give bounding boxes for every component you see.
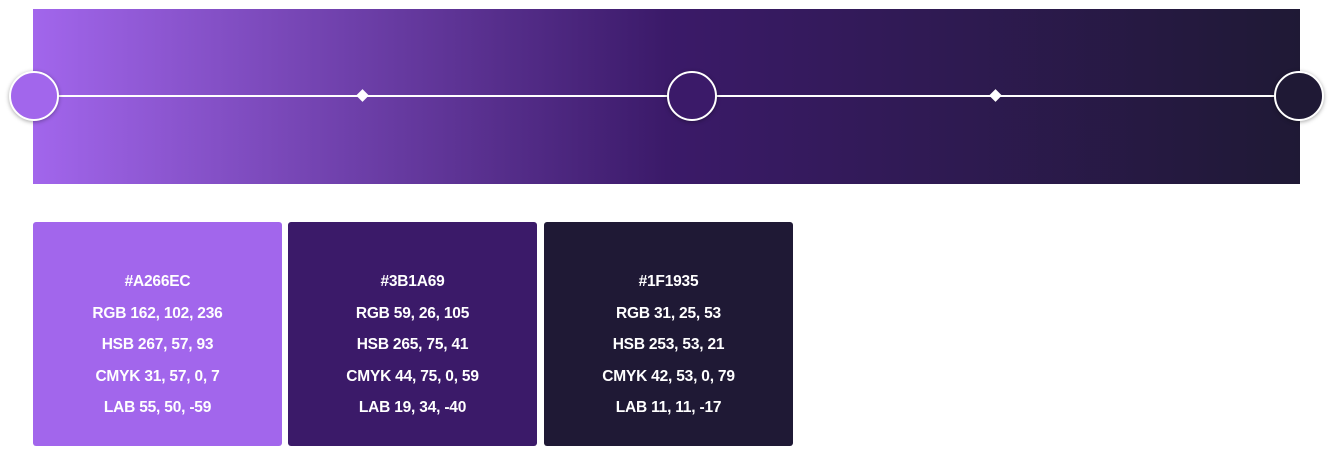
swatch-lab-value: LAB 11, 11, -17 — [615, 399, 722, 416]
swatch-lab-value: LAB 19, 34, -40 — [358, 399, 467, 416]
swatch-cmyk-value: CMYK 44, 75, 0, 59 — [346, 367, 479, 385]
color-stop-handle-3[interactable] — [1274, 71, 1324, 121]
color-swatch-2[interactable]: #3B1A69 RGB 59, 26, 105 HSB 265, 75, 41 … — [288, 222, 537, 446]
swatch-hex-value: #A266EC — [124, 273, 191, 290]
swatch-rgb-value: RGB 31, 25, 53 — [616, 304, 721, 322]
swatch-lab-value: LAB 55, 50, -59 — [103, 399, 212, 416]
color-stop-handle-1[interactable] — [9, 71, 59, 121]
color-swatch-1[interactable]: #A266EC RGB 162, 102, 236 HSB 267, 57, 9… — [33, 222, 282, 446]
swatch-hsb-value: HSB 253, 53, 21 — [612, 336, 725, 353]
swatch-hsb-value: HSB 267, 57, 93 — [101, 336, 214, 353]
swatch-hex-value: #1F1935 — [638, 273, 699, 290]
color-stop-handle-2[interactable] — [667, 71, 717, 121]
gradient-track-line — [33, 95, 1300, 97]
swatch-cmyk-value: CMYK 31, 57, 0, 7 — [95, 367, 220, 385]
swatch-hsb-value: HSB 265, 75, 41 — [356, 336, 469, 353]
color-swatch-3[interactable]: #1F1935 RGB 31, 25, 53 HSB 253, 53, 21 C… — [544, 222, 793, 446]
swatch-rgb-value: RGB 59, 26, 105 — [355, 304, 470, 322]
swatch-cmyk-value: CMYK 42, 53, 0, 79 — [602, 367, 735, 385]
swatch-hex-value: #3B1A69 — [380, 273, 445, 290]
swatch-rgb-value: RGB 162, 102, 236 — [92, 304, 223, 322]
